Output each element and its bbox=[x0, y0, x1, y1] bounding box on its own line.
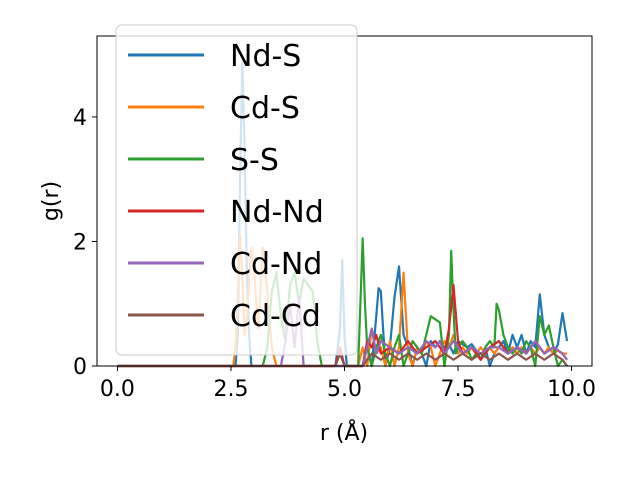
series-line-cd-cd bbox=[117, 352, 568, 368]
x-tick-label: 2.5 bbox=[213, 377, 248, 402]
legend-label-nd-nd: Nd-Nd bbox=[230, 195, 324, 230]
x-tick-label: 10.0 bbox=[547, 377, 596, 402]
x-axis-ticks: 0.0 2.5 5.0 7.5 10.0 bbox=[100, 366, 596, 402]
legend-label-cd-cd: Cd-Cd bbox=[230, 299, 321, 334]
legend-label-s-s: S-S bbox=[230, 143, 279, 178]
y-axis-ticks: 0 2 4 bbox=[73, 106, 97, 380]
legend-items: Nd-S Cd-S S-S Nd-Nd Cd-Nd Cd-Cd bbox=[128, 39, 324, 334]
x-tick-label: 5.0 bbox=[327, 377, 362, 402]
legend-label-nd-s: Nd-S bbox=[230, 39, 301, 74]
x-tick-label: 7.5 bbox=[441, 377, 476, 402]
legend-label-cd-nd: Cd-Nd bbox=[230, 247, 322, 282]
y-tick-label: 0 bbox=[73, 355, 87, 380]
legend: Nd-S Cd-S S-S Nd-Nd Cd-Nd Cd-Cd bbox=[115, 24, 358, 356]
y-tick-label: 2 bbox=[73, 230, 87, 255]
y-tick-label: 4 bbox=[73, 106, 87, 131]
legend-label-cd-s: Cd-S bbox=[230, 91, 300, 126]
x-axis-label: r (Å) bbox=[320, 419, 368, 446]
x-tick-label: 0.0 bbox=[100, 377, 135, 402]
y-axis-label: g(r) bbox=[39, 181, 64, 221]
